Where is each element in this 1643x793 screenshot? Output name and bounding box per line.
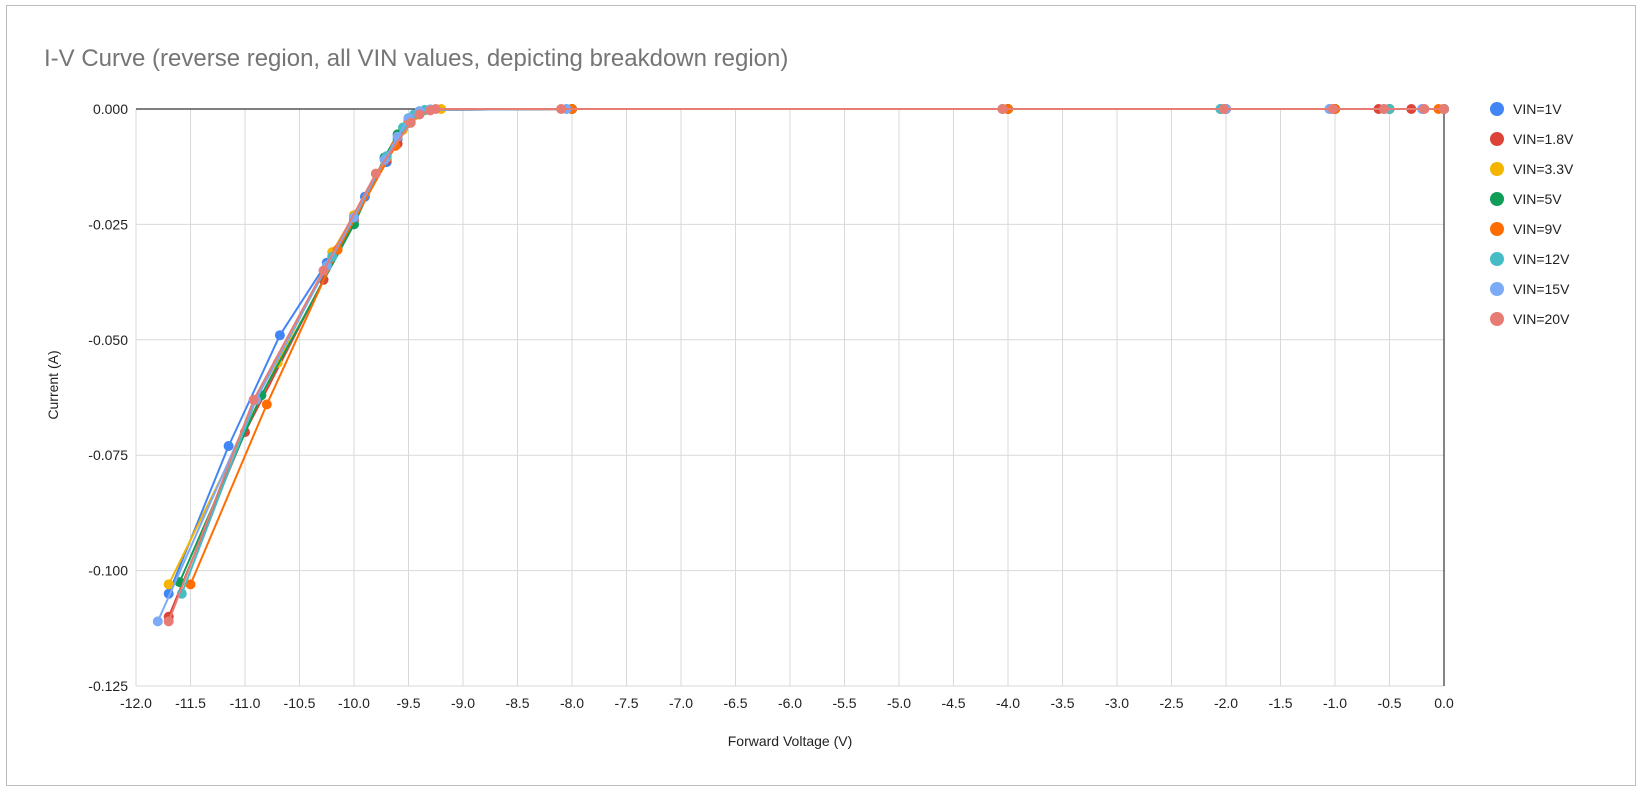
legend: VIN=1V VIN=1.8V VIN=3.3V VIN=5V VIN=9V VIN=12… [1490,101,1574,327]
x-tick-label: -0.5 [1377,695,1401,711]
legend-marker [1490,312,1504,326]
x-tick-label: -6.0 [778,695,802,711]
series-line [189,108,1444,585]
y-axis-tick-labels: 0.000 -0.025 -0.050 -0.075 -0.100 -0.125 [88,101,128,694]
series-line [167,108,1444,585]
x-tick-label: -4.5 [941,695,965,711]
data-point [556,104,567,114]
series-vin-3-3v [163,104,1449,590]
legend-marker [1490,192,1504,206]
y-tick-label: -0.025 [88,216,128,232]
x-tick-label: -7.0 [669,695,693,711]
data-point [152,616,163,627]
legend-label: VIN=9V [1513,221,1562,237]
data-point [1218,104,1229,114]
series-line [156,108,1444,622]
data-point [261,399,272,410]
legend-item: VIN=12V [1490,251,1570,267]
legend-marker [1490,222,1504,236]
legend-label: VIN=1.8V [1513,131,1574,147]
legend-item: VIN=5V [1490,191,1562,207]
legend-item: VIN=15V [1490,281,1570,297]
series-vin-1-8v [163,104,1449,622]
data-point [163,616,174,627]
y-tick-label: -0.075 [88,447,128,463]
series-vin-15v [152,104,1449,627]
legend-item: VIN=1V [1490,101,1562,117]
data-series [152,104,1449,627]
x-tick-label: 0.0 [1434,695,1454,711]
legend-marker [1490,162,1504,176]
x-tick-label: -6.5 [723,695,747,711]
legend-label: VIN=15V [1513,281,1570,297]
x-tick-label: -12.0 [120,695,152,711]
data-point [318,265,329,276]
x-tick-label: -5.5 [832,695,856,711]
chart-title: I-V Curve (reverse region, all VIN value… [44,45,788,72]
data-point [274,330,285,341]
y-axis-title: Current (A) [45,350,61,419]
x-tick-label: -3.0 [1105,695,1129,711]
data-point [248,394,259,405]
x-tick-label: -11.0 [230,695,261,711]
x-axis-tick-labels: -12.0 -11.5 -11.0 -10.5 -10.0 -9.5 -9.0 -8.5 -8.… [120,695,1454,711]
data-point [1419,104,1430,114]
x-tick-label: -2.5 [1159,695,1183,711]
legend-label: VIN=3.3V [1513,161,1574,177]
data-point [405,117,416,128]
data-point [997,104,1008,114]
x-tick-label: -8.5 [505,695,529,711]
x-tick-label: -9.5 [396,695,420,711]
series-vin-1v [163,104,1449,599]
x-tick-label: -8.0 [560,695,584,711]
data-point [430,104,441,114]
x-tick-label: -10.5 [284,695,316,711]
legend-item: VIN=20V [1490,311,1570,327]
legend-label: VIN=5V [1513,191,1562,207]
y-tick-label: -0.050 [88,332,128,348]
x-tick-label: -2.0 [1214,695,1238,711]
legend-marker [1490,282,1504,296]
legend-marker [1490,102,1504,116]
legend-marker [1490,132,1504,146]
legend-item: VIN=9V [1490,221,1562,237]
y-tick-label: -0.125 [88,678,128,694]
grid-lines [135,109,1445,687]
data-point [185,579,196,590]
legend-label: VIN=20V [1513,311,1570,327]
legend-label: VIN=12V [1513,251,1570,267]
data-point [1327,104,1338,114]
legend-item: VIN=1.8V [1490,131,1574,147]
series-vin-20v [163,104,1449,627]
y-tick-label: 0.000 [93,101,128,117]
data-point [370,168,381,179]
x-tick-label: -7.5 [614,695,638,711]
series-vin-5v [174,104,1449,588]
x-tick-label: -1.0 [1323,695,1347,711]
x-tick-label: -11.5 [175,695,206,711]
x-tick-label: -1.5 [1268,695,1292,711]
x-tick-label: -4.0 [996,695,1020,711]
x-tick-label: -9.0 [451,695,475,711]
series-line [167,108,1444,595]
data-point [1379,104,1389,114]
data-point [414,109,425,120]
x-tick-label: -10.0 [338,695,370,711]
legend-marker [1490,252,1504,266]
data-point [223,441,234,451]
x-axis-title: Forward Voltage (V) [728,733,853,749]
data-point [1439,104,1449,114]
y-tick-label: -0.100 [88,563,128,579]
x-tick-label: -5.0 [887,695,911,711]
series-line [178,108,1444,583]
series-vin-12v [176,104,1449,599]
chart-frame [6,5,1636,786]
data-point [163,579,174,590]
legend-item: VIN=3.3V [1490,161,1574,177]
series-line [167,108,1444,618]
x-tick-label: -3.5 [1050,695,1074,711]
series-line [167,108,1444,622]
legend-label: VIN=1V [1513,101,1562,117]
